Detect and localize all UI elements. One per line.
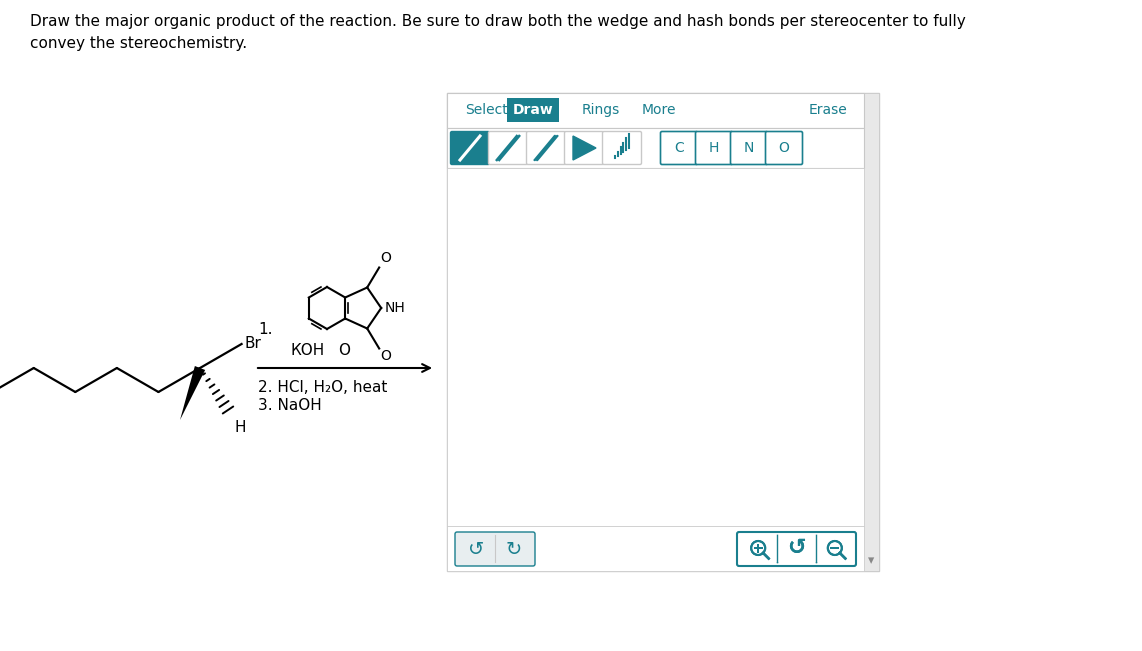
Polygon shape (180, 366, 206, 420)
Polygon shape (573, 136, 596, 160)
Text: Draw the major organic product of the reaction. Be sure to draw both the wedge a: Draw the major organic product of the re… (30, 14, 966, 51)
FancyBboxPatch shape (564, 132, 603, 165)
Text: Erase: Erase (809, 103, 847, 117)
Text: ↺: ↺ (789, 540, 804, 558)
Bar (447, 128, 864, 168)
FancyBboxPatch shape (731, 132, 767, 165)
FancyBboxPatch shape (507, 98, 558, 122)
Text: Select: Select (465, 103, 508, 117)
Bar (739, 535, 854, 562)
FancyBboxPatch shape (603, 132, 642, 165)
Text: O: O (779, 141, 789, 155)
Text: ↺: ↺ (787, 538, 806, 558)
Text: NH: NH (384, 301, 405, 315)
FancyBboxPatch shape (450, 132, 490, 165)
Text: H: H (234, 420, 246, 435)
Text: More: More (642, 103, 676, 117)
FancyBboxPatch shape (765, 132, 803, 165)
FancyBboxPatch shape (455, 532, 534, 566)
FancyBboxPatch shape (695, 132, 732, 165)
FancyBboxPatch shape (526, 132, 565, 165)
FancyBboxPatch shape (737, 532, 856, 566)
Text: O: O (380, 350, 391, 363)
Text: O: O (380, 251, 391, 266)
Bar (447, 93, 864, 128)
Text: Rings: Rings (582, 103, 620, 117)
Text: 1.: 1. (258, 322, 273, 337)
Bar (447, 526, 864, 571)
Text: ↻: ↻ (506, 540, 522, 559)
Bar (447, 93, 879, 571)
Text: O: O (338, 343, 349, 358)
Bar (447, 168, 864, 526)
Text: ↺: ↺ (468, 540, 484, 559)
Text: H: H (709, 141, 719, 155)
Text: Br: Br (244, 335, 262, 350)
Text: ⊖: ⊖ (827, 540, 843, 559)
Text: 2. HCl, H₂O, heat: 2. HCl, H₂O, heat (258, 380, 387, 395)
Text: Draw: Draw (513, 103, 554, 117)
FancyBboxPatch shape (489, 132, 528, 165)
Text: 3. NaOH: 3. NaOH (258, 398, 322, 413)
Text: ↺: ↺ (787, 538, 806, 558)
FancyBboxPatch shape (660, 132, 698, 165)
Text: C: C (674, 141, 684, 155)
Bar (864, 93, 879, 571)
Text: ▾: ▾ (868, 555, 875, 568)
Text: КОН: КОН (290, 343, 324, 358)
Text: ⊕: ⊕ (750, 540, 766, 559)
Text: N: N (743, 141, 754, 155)
